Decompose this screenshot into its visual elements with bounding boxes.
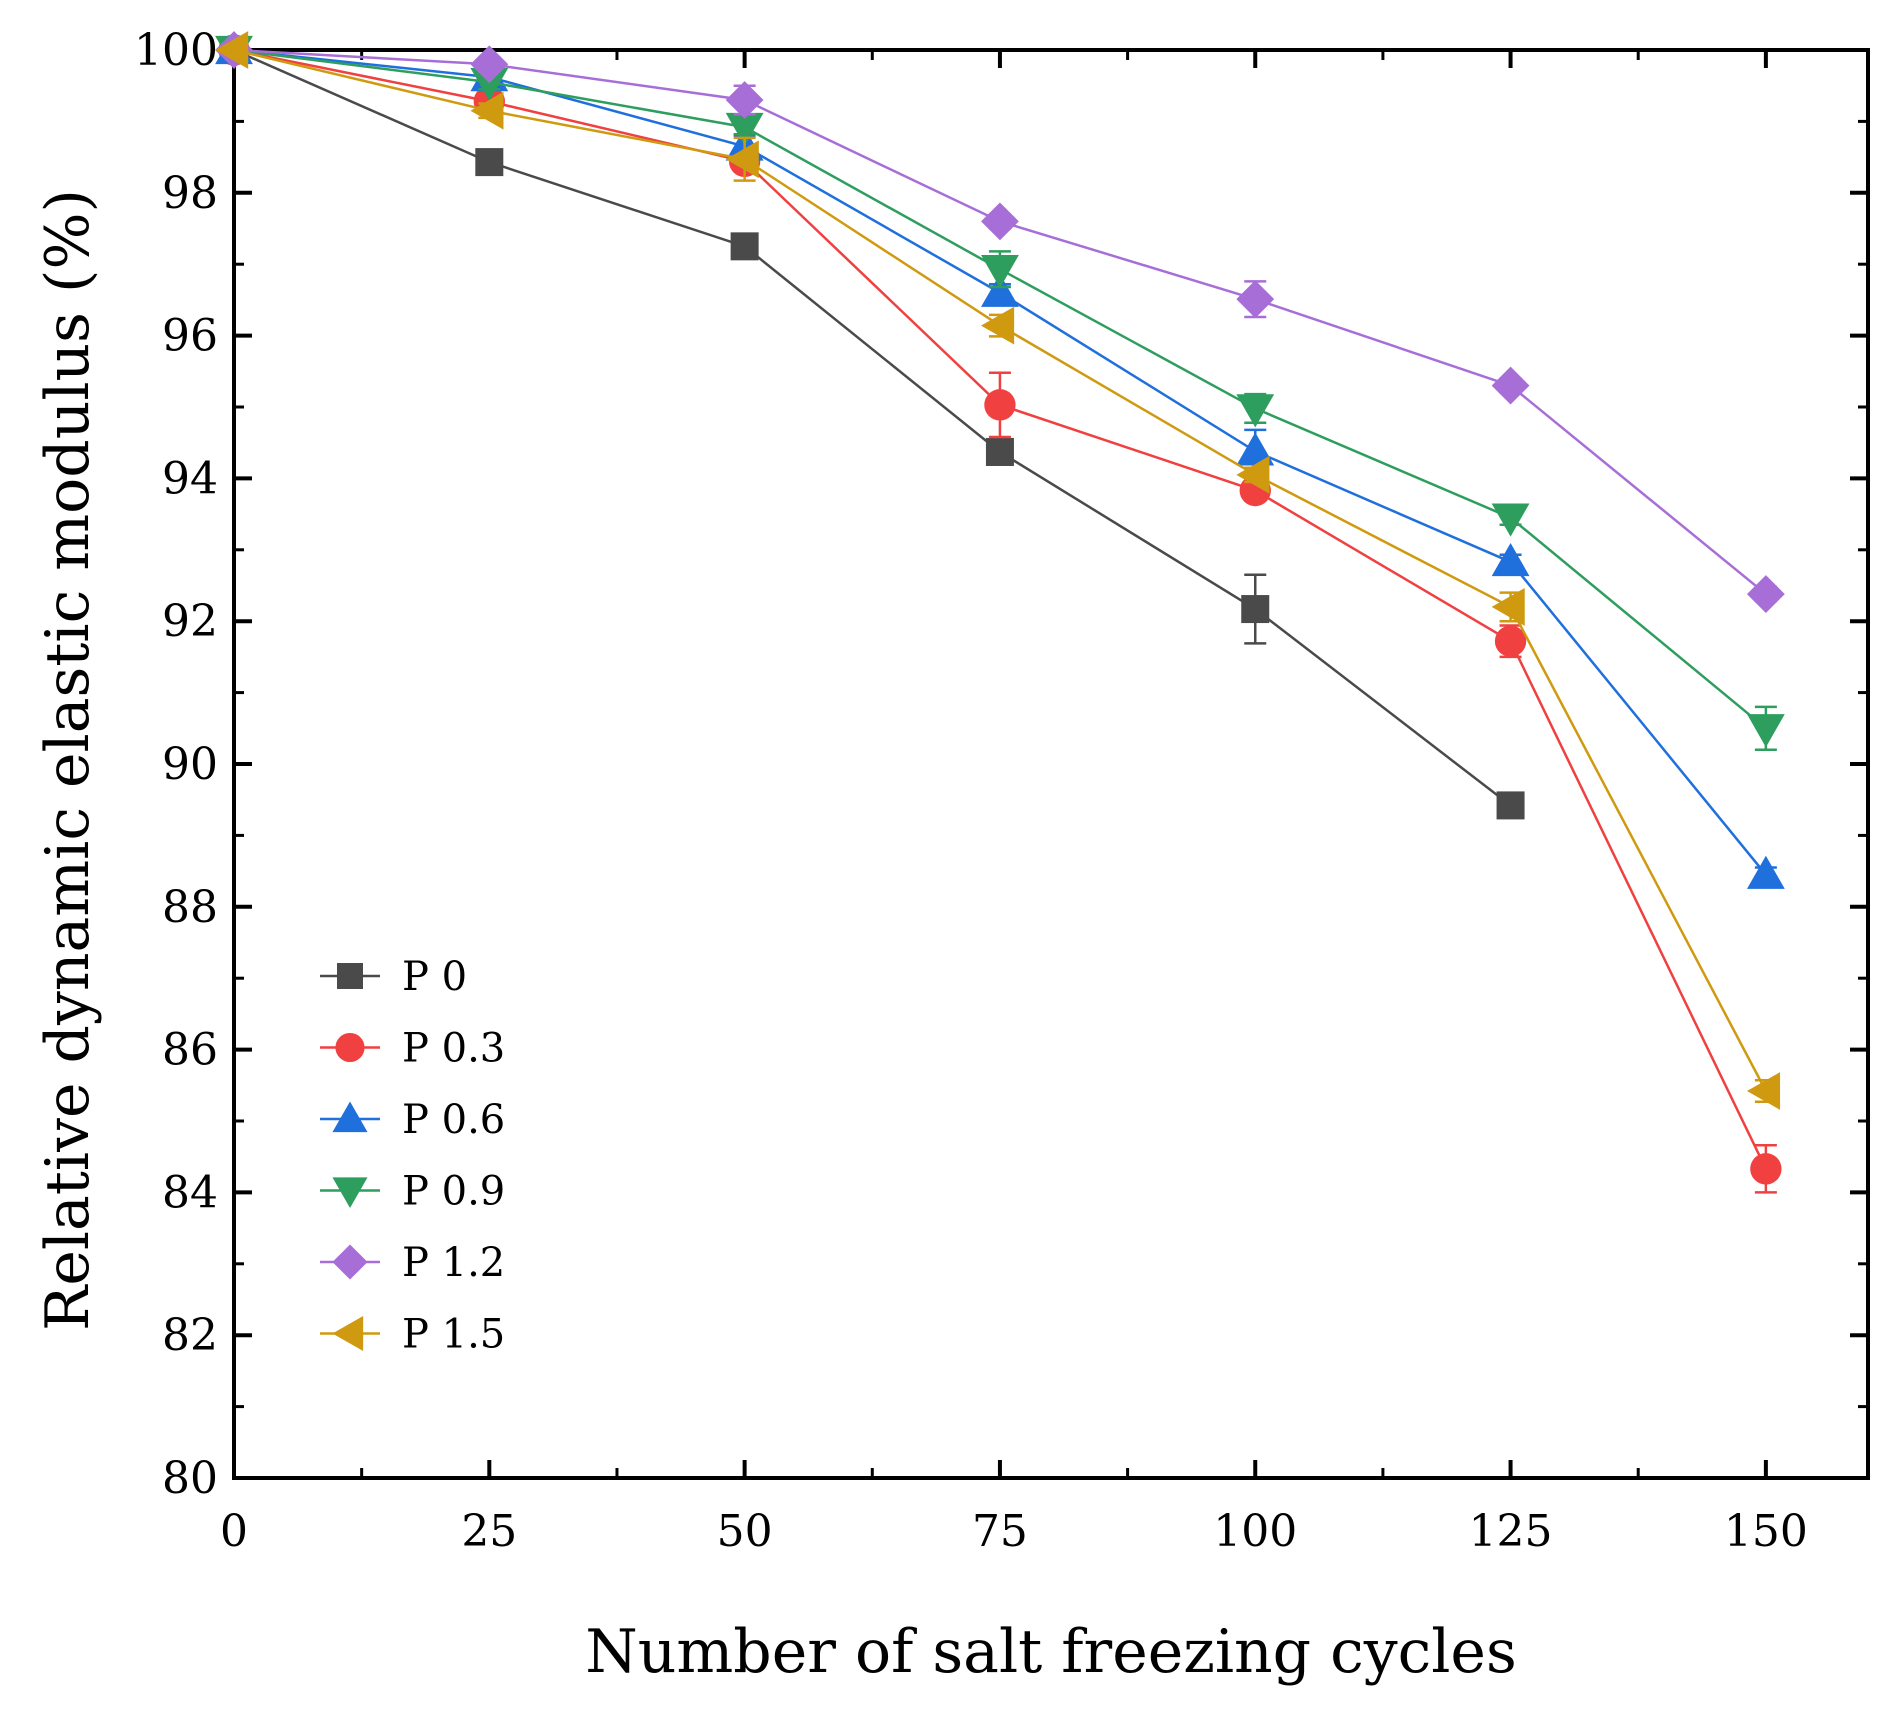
legend-marker: [332, 1315, 364, 1352]
data-point: [725, 81, 764, 119]
x-axis-title: Number of salt freezing cycles: [585, 1617, 1516, 1687]
x-tick-label: 25: [461, 1506, 517, 1557]
y-tick-label: 84: [162, 1167, 218, 1218]
data-point: [1241, 595, 1270, 624]
data-point: [470, 91, 504, 130]
legend-marker: [335, 1032, 365, 1063]
series-5: [215, 31, 1781, 1110]
y-tick-label: 94: [162, 453, 218, 504]
data-point: [1496, 791, 1525, 820]
y-tick-label: 100: [134, 25, 218, 76]
data-point: [1746, 575, 1785, 613]
legend-label: P 0.9: [402, 1169, 505, 1215]
x-tick-label: 150: [1724, 1506, 1808, 1557]
y-tick-label: 90: [162, 739, 218, 790]
legend-item: P 0.9: [320, 1169, 505, 1215]
legend-marker: [332, 1177, 368, 1209]
legend-marker: [332, 1244, 368, 1280]
data-point: [470, 67, 509, 102]
series-0: [220, 36, 1525, 820]
y-tick-label: 86: [162, 1025, 218, 1076]
data-point: [1236, 455, 1270, 494]
data-point: [470, 45, 509, 84]
data-point: [725, 140, 759, 179]
x-tick-label: 0: [220, 1506, 248, 1557]
legend: P 0 P 0.3 P 0.6 P 0.9 P 1.2 P 1.5: [320, 954, 505, 1358]
data-point: [1491, 503, 1530, 537]
y-tick-label: 92: [162, 596, 218, 647]
data-point: [1236, 280, 1275, 319]
data-point: [1491, 543, 1530, 577]
y-tick-label: 98: [162, 168, 218, 219]
series-line: [233, 48, 1512, 807]
data-point: [1746, 1072, 1781, 1110]
x-tick-label: 100: [1213, 1506, 1297, 1557]
legend-label: P 0.6: [402, 1097, 505, 1143]
series-layer: [215, 31, 1785, 1194]
data-point: [1746, 855, 1785, 889]
legend-label: P 0.3: [402, 1026, 505, 1072]
legend-label: P 1.5: [402, 1312, 505, 1358]
y-tick-label: 80: [162, 1453, 218, 1504]
data-point: [981, 273, 1019, 307]
x-tick-label: 50: [717, 1506, 773, 1557]
legend-item: P 0.3: [320, 1026, 505, 1072]
data-point: [1746, 714, 1785, 748]
data-point: [1236, 394, 1275, 428]
data-point: [725, 112, 764, 147]
data-point: [985, 437, 1014, 466]
y-axis: 80 82 84 86 88 90 92 94 96 98 100: [134, 25, 1868, 1504]
data-point: [1491, 366, 1530, 405]
data-point: [981, 255, 1019, 289]
x-axis: 0 25 50 75 100 125 150: [220, 50, 1808, 1557]
y-tick-label: 96: [162, 311, 218, 362]
legend-item: P 0: [320, 954, 467, 1000]
y-tick-label: 88: [162, 882, 218, 933]
x-tick-label: 75: [972, 1506, 1028, 1557]
legend-marker: [337, 963, 363, 989]
data-point: [984, 389, 1016, 421]
data-point: [1491, 588, 1525, 626]
legend-label: P 0: [402, 954, 467, 1000]
data-point: [1236, 432, 1275, 466]
y-axis-title: Relative dynamic elastic modulus (%): [33, 189, 103, 1331]
x-tick-label: 125: [1469, 1506, 1553, 1557]
y-tick-label: 82: [162, 1310, 218, 1361]
legend-item: P 1.5: [320, 1312, 505, 1358]
data-point: [730, 232, 759, 261]
data-point: [215, 31, 249, 69]
series-4: [215, 31, 1785, 613]
legend-label: P 1.2: [402, 1240, 505, 1286]
data-point: [981, 202, 1019, 241]
data-point: [475, 148, 504, 177]
legend-item: P 0.6: [320, 1097, 505, 1143]
legend-marker: [332, 1101, 368, 1133]
data-point: [981, 306, 1015, 345]
legend-item: P 1.2: [320, 1240, 505, 1286]
data-point: [1750, 1153, 1782, 1185]
data-point: [1494, 625, 1527, 657]
